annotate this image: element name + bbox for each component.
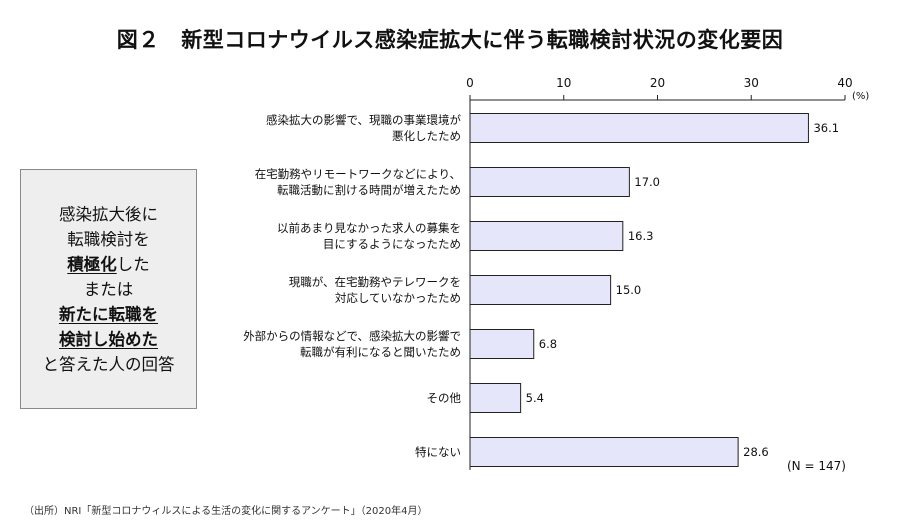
x-tick-label: 30 (744, 76, 759, 90)
category-label: 感染拡大の影響で、現職の事業環境が (266, 113, 462, 127)
category-label: 目にするようになったため (323, 237, 461, 251)
category-label: 悪化したため (392, 129, 461, 143)
note-line: または (83, 279, 134, 299)
data-label: 5.4 (526, 391, 544, 405)
bar (469, 113, 809, 143)
category-label: 転職活動に割ける時間が増えたため (277, 183, 461, 197)
data-label: 28.6 (743, 445, 769, 459)
x-axis-unit: (%) (852, 91, 869, 102)
x-tick-label: 10 (556, 76, 571, 90)
note-line: 積極化した (67, 252, 150, 277)
category-label: 在宅勤務やリモートワークなどにより、 (255, 167, 461, 181)
data-label: 36.1 (813, 121, 839, 135)
bar (469, 383, 522, 413)
sample-size-label: (N = 147) (787, 459, 846, 473)
category-label: 以前あまり見なかった求人の募集を (277, 221, 461, 235)
bar (469, 275, 612, 305)
category-label: 対応していなかったため (335, 291, 461, 305)
x-tick-label: 0 (466, 76, 474, 90)
note-line: 感染拡大後に (59, 204, 158, 224)
bar (469, 329, 535, 359)
note-emphasis: 積極化 (67, 254, 117, 274)
data-label: 6.8 (539, 337, 557, 351)
bar (469, 221, 624, 251)
x-tick-label: 40 (837, 76, 852, 90)
category-label: その他 (427, 391, 462, 405)
note-line: 転職検討を (67, 229, 150, 249)
respondent-note-box: 感染拡大後に 転職検討を 積極化した または 新たに転職を 検討し始めた と答え… (20, 169, 197, 409)
data-label: 16.3 (628, 229, 654, 243)
note-text: した (116, 254, 150, 274)
bar (469, 437, 739, 467)
bar (469, 167, 630, 197)
data-label: 15.0 (616, 283, 642, 297)
category-label: 現職が、在宅勤務やテレワークを (289, 275, 461, 289)
category-label: 転職が有利になると聞いたため (300, 345, 461, 359)
x-tick-label: 20 (650, 76, 665, 90)
note-emphasis: 検討し始めた (59, 329, 158, 349)
data-label: 17.0 (634, 175, 660, 189)
source-note: （出所）NRI「新型コロナウィルスによる生活の変化に関するアンケート」（2020… (24, 506, 428, 517)
note-line: と答えた人の回答 (42, 354, 175, 374)
category-label: 外部からの情報などで、感染拡大の影響で (243, 329, 461, 343)
note-emphasis: 新たに転職を (59, 304, 158, 324)
chart-title: 図２ 新型コロナウイルス感染症拡大に伴う転職検討状況の変化要因 (116, 28, 784, 52)
category-label: 特にない (415, 445, 461, 459)
